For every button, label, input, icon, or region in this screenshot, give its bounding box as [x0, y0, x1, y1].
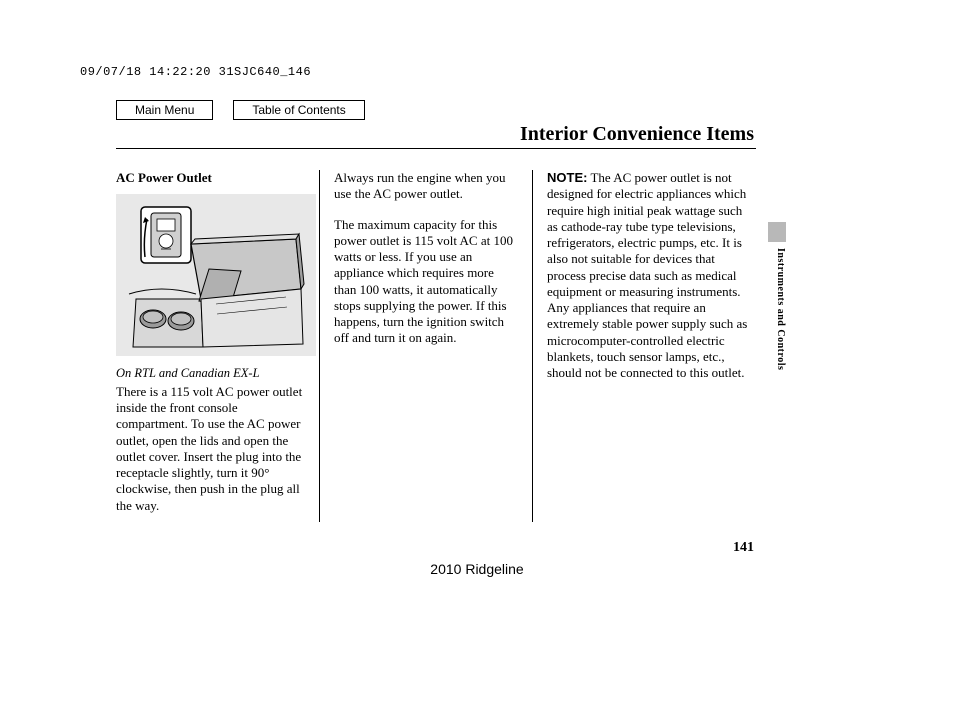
title-underline	[116, 148, 756, 149]
model-applicability-note: On RTL and Canadian EX-L	[116, 366, 305, 382]
col3-note-paragraph: NOTE: The AC power outlet is not designe…	[547, 170, 756, 381]
column-3: NOTE: The AC power outlet is not designe…	[533, 170, 756, 522]
section-side-label: Instruments and Controls	[775, 248, 786, 370]
page-number: 141	[733, 540, 754, 556]
section-tab-marker	[768, 222, 786, 242]
col2-para-1: Always run the engine when you use the A…	[334, 170, 518, 203]
col1-body-text: There is a 115 volt AC power outlet insi…	[116, 384, 305, 514]
header-timestamp: 09/07/18 14:22:20 31SJC640_146	[80, 65, 311, 79]
main-menu-button[interactable]: Main Menu	[116, 100, 213, 120]
column-1: AC Power Outlet	[116, 170, 319, 522]
content-columns: AC Power Outlet	[116, 170, 756, 522]
ac-outlet-heading: AC Power Outlet	[116, 170, 305, 186]
nav-button-row: Main Menu Table of Contents	[116, 100, 365, 120]
col2-para-2: The maximum capacity for this power outl…	[334, 217, 518, 347]
note-label: NOTE:	[547, 170, 587, 185]
toc-button[interactable]: Table of Contents	[233, 100, 364, 120]
footer-vehicle-model: 2010 Ridgeline	[0, 561, 954, 577]
console-diagram	[116, 194, 316, 356]
col3-body-text: The AC power outlet is not designed for …	[547, 170, 747, 380]
column-2: Always run the engine when you use the A…	[319, 170, 533, 522]
console-outlet-illustration	[121, 199, 311, 351]
page-title: Interior Convenience Items	[520, 123, 754, 146]
